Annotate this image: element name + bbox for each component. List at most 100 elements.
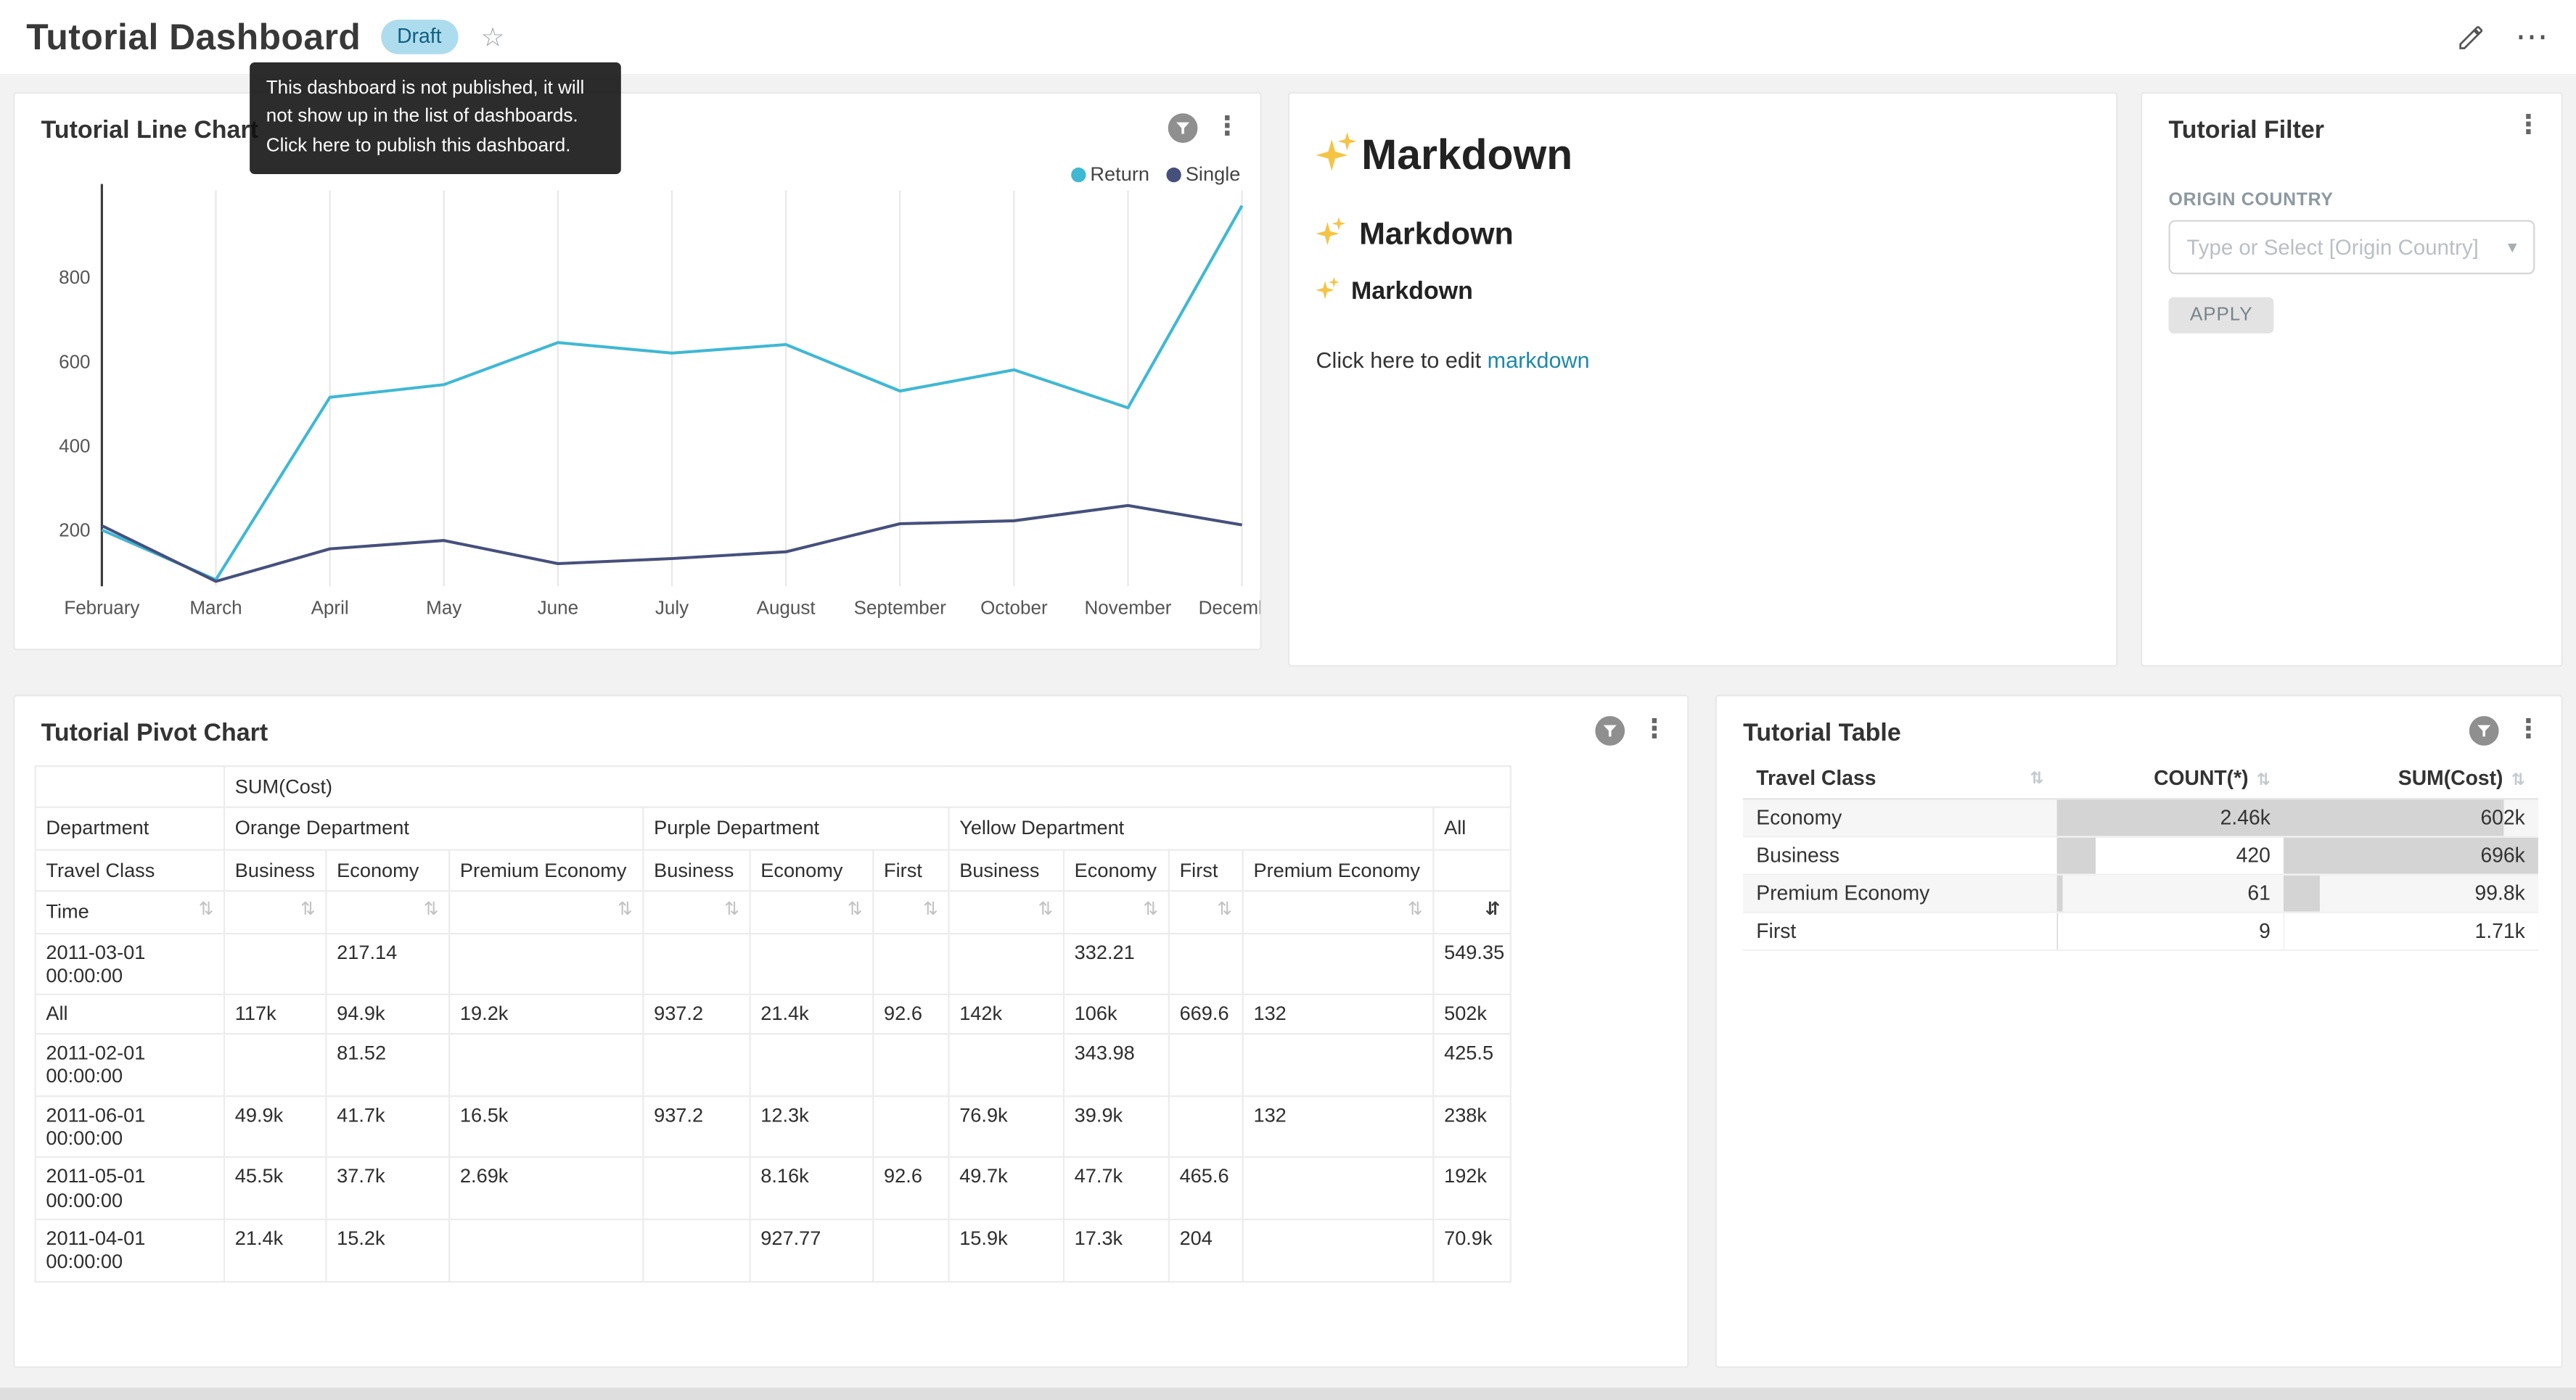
pivot-metric-header: SUM(Cost) <box>223 765 1512 809</box>
edit-markdown-link[interactable]: markdown <box>1487 347 1590 373</box>
unpublished-tooltip[interactable]: This dashboard is not published, it will… <box>250 62 621 174</box>
page-title: Tutorial Dashboard <box>26 15 361 57</box>
cell-sum: 602k <box>2284 799 2538 838</box>
card-markdown: Markdown Markdown Markdown Click here to… <box>1287 91 2118 667</box>
pivot-column-header: Economy <box>749 848 874 892</box>
pivot-table-container: SUM(Cost) Department Orange Department Purp… <box>34 765 1512 1282</box>
pivot-value-cell <box>1242 1219 1435 1282</box>
pivot-value-cell <box>1242 1032 1435 1097</box>
column-header-travel-class[interactable]: Travel Class ⇅ <box>1743 758 2057 800</box>
draft-badge[interactable]: Draft <box>380 20 459 54</box>
pivot-row: 2011-06-01 00:00:00 49.9k 41.7k 16.5k 937.2 1… <box>34 1095 1512 1158</box>
svg-text:July: July <box>655 597 689 619</box>
pivot-value-cell: 465.6 <box>1168 1156 1244 1221</box>
pivot-value-cell <box>1242 931 1435 996</box>
pivot-value-cell: 132 <box>1242 994 1435 1034</box>
svg-text:400: 400 <box>59 435 90 457</box>
pivot-row-label: 2011-04-01 00:00:00 <box>34 1219 226 1282</box>
pivot-value-cell: 92.6 <box>872 994 950 1034</box>
card-menu-icon[interactable]: ⋮ <box>2515 716 2542 744</box>
origin-country-select[interactable]: Type or Select [Origin Country] ▾ <box>2168 220 2535 275</box>
apply-button[interactable]: APPLY <box>2168 297 2274 334</box>
pivot-value-cell: 17.3k <box>1062 1219 1170 1282</box>
pivot-value-cell: 21.4k <box>749 994 874 1034</box>
pivot-column-group: Purple Department <box>642 807 950 851</box>
select-placeholder: Type or Select [Origin Country] <box>2186 234 2479 260</box>
card-tutorial-filter: Tutorial Filter ⋮ ORIGIN COUNTRY Type or… <box>2141 91 2563 667</box>
card-menu-icon[interactable]: ⋮ <box>1214 113 1241 141</box>
cell-travel-class: Premium Economy <box>1743 874 2057 913</box>
pivot-column-header: Economy <box>1062 848 1170 892</box>
favorite-star-icon[interactable]: ☆ <box>480 23 505 52</box>
filter-indicator-icon[interactable] <box>1168 113 1198 143</box>
pivot-value-cell: 45.5k <box>223 1156 327 1221</box>
sort-icon[interactable]: ⇅ <box>847 900 863 921</box>
cell-sum: 696k <box>2284 836 2538 876</box>
filter-indicator-icon[interactable] <box>1595 716 1625 746</box>
sort-icon[interactable]: ⇅ <box>1038 900 1054 921</box>
markdown-paragraph: Click here to edit markdown <box>1316 347 1590 373</box>
sort-icon[interactable]: ⇅ <box>423 900 439 921</box>
pivot-value-cell: 76.9k <box>948 1095 1065 1158</box>
pivot-value-cell <box>448 1032 644 1097</box>
sort-icon[interactable]: ⇅ <box>1143 900 1159 921</box>
edit-dashboard-icon[interactable] <box>2456 22 2486 52</box>
pivot-value-cell <box>448 1219 644 1282</box>
pivot-row: 2011-05-01 00:00:00 45.5k 37.7k 2.69k 8.16k 9… <box>34 1156 1512 1221</box>
horizontal-scrollbar[interactable] <box>0 1388 2576 1400</box>
card-menu-icon[interactable]: ⋮ <box>1641 716 1668 744</box>
column-header-sum-cost[interactable]: SUM(Cost) ⇅ <box>2284 758 2538 800</box>
pivot-value-cell: 21.4k <box>223 1219 327 1282</box>
sort-icon[interactable]: ⇅ <box>300 900 316 921</box>
pivot-dimension-label: Time ⇅ <box>34 890 226 934</box>
svg-text:February: February <box>64 597 139 619</box>
svg-text:November: November <box>1084 597 1171 619</box>
sparkles-icon <box>1316 276 1340 300</box>
sort-icon[interactable]: ⇅ <box>1407 900 1423 921</box>
chevron-down-icon: ▾ <box>2507 238 2517 258</box>
legend-item-return[interactable]: Return <box>1070 162 1149 186</box>
pivot-row-label: 2011-02-01 00:00:00 <box>34 1032 226 1097</box>
pivot-value-cell: 12.3k <box>749 1095 874 1158</box>
pivot-value-cell <box>642 1156 751 1221</box>
svg-text:March: March <box>189 597 242 619</box>
pivot-row-label: All <box>34 994 226 1034</box>
card-menu-icon[interactable]: ⋮ <box>2515 111 2542 140</box>
legend-item-single[interactable]: Single <box>1165 162 1240 186</box>
pivot-sort-cell: ⇅ <box>642 890 751 934</box>
pivot-column-group: Orange Department <box>223 807 644 851</box>
pivot-value-cell: 106k <box>1062 994 1170 1034</box>
sort-icon[interactable]: ⇅ <box>617 900 633 921</box>
pivot-value-cell <box>1168 1032 1244 1097</box>
pivot-value-cell: 49.9k <box>223 1095 327 1158</box>
data-table-container: Travel Class ⇅ COUNT(*) ⇅ SUM(Cost) ⇅ Economy 2… <box>1743 758 2538 951</box>
column-header-count[interactable]: COUNT(*) ⇅ <box>2056 758 2284 800</box>
cell-count: 420 <box>2056 836 2284 876</box>
pivot-dimension-label: Department <box>34 807 226 851</box>
funnel-icon <box>1176 122 1190 134</box>
pivot-sort-cell: ⇅ <box>1062 890 1170 934</box>
filter-indicator-icon[interactable] <box>2469 716 2499 746</box>
pivot-row: 2011-04-01 00:00:00 21.4k 15.2k 927.77 15.9k… <box>34 1219 1512 1282</box>
pivot-value-cell: 132 <box>1242 1095 1435 1158</box>
table-row: First 9 1.71k <box>1743 912 2538 951</box>
sort-icon[interactable]: ⇅ <box>922 900 938 921</box>
pivot-column-header: First <box>872 848 950 892</box>
sort-icon[interactable]: ⇅ <box>723 900 739 921</box>
header-menu-icon[interactable]: ⋯ <box>2515 19 2550 55</box>
sort-icon[interactable]: ⇅ <box>1217 900 1233 921</box>
pivot-value-cell: 47.7k <box>1062 1156 1170 1221</box>
sort-icon[interactable]: ⇅ <box>198 900 214 921</box>
pivot-value-cell <box>872 931 950 996</box>
pivot-value-cell: 927.77 <box>749 1219 874 1282</box>
pivot-sort-cell: ⇅ <box>1168 890 1244 934</box>
svg-text:April: April <box>311 597 349 619</box>
chart-title: Tutorial Line Chart <box>41 116 258 145</box>
pivot-value-cell: 15.2k <box>325 1219 451 1282</box>
pivot-value-cell: 425.5 <box>1432 1032 1512 1097</box>
sort-icon[interactable]: ⇵ <box>1485 900 1501 921</box>
pivot-value-cell <box>872 1032 950 1097</box>
pivot-table: SUM(Cost) Department Orange Department Purp… <box>34 765 1512 1282</box>
pivot-value-cell <box>223 931 327 996</box>
pivot-value-cell: 19.2k <box>448 994 644 1034</box>
